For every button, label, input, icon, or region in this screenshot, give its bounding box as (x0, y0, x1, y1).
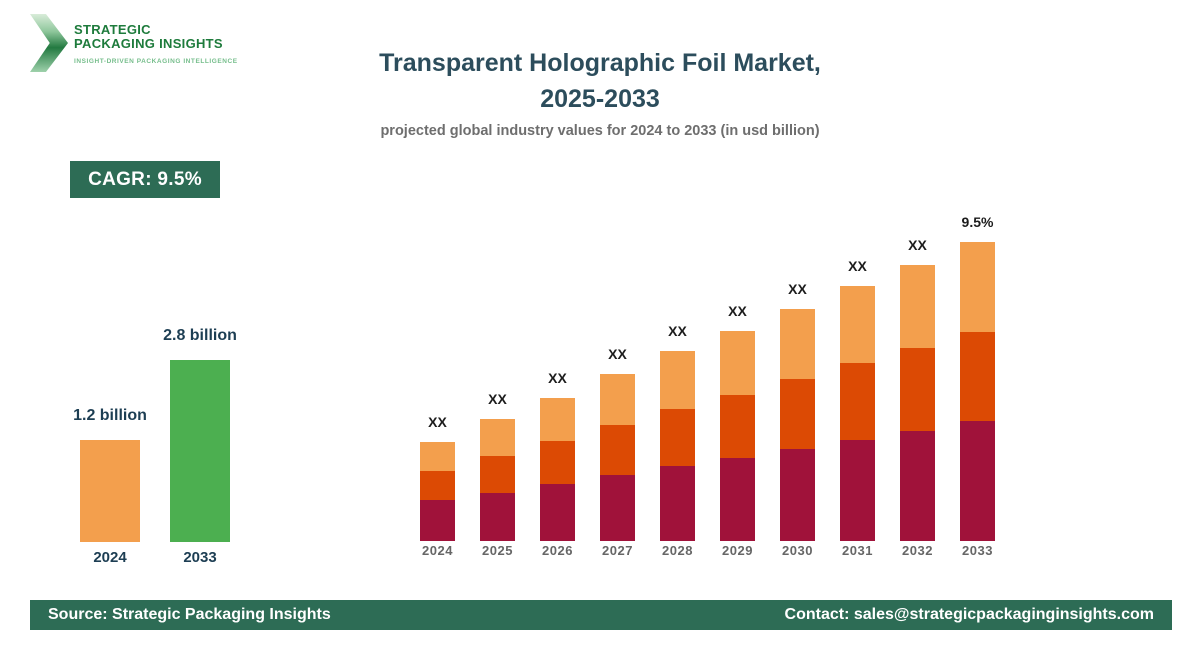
logo: STRATEGIC PACKAGING INSIGHTS INSIGHT-DRI… (30, 14, 238, 72)
x-tick-label: 2031 (842, 543, 873, 558)
bar-top-label: XX (728, 303, 747, 319)
stacked-bar-segment-top (780, 309, 815, 379)
x-tick-label: 2027 (602, 543, 633, 558)
mini-x-tick-label: 2033 (183, 549, 217, 566)
bar-top-label: XX (548, 370, 567, 386)
stacked-bar-segment-bottom (600, 475, 635, 541)
footer-bar: Source: Strategic Packaging Insights Con… (30, 600, 1172, 630)
stacked-bar-segment-top (420, 442, 455, 471)
bar-top-label: XX (668, 323, 687, 339)
bar-top-label: XX (848, 258, 867, 274)
logo-text: STRATEGIC PACKAGING INSIGHTS INSIGHT-DRI… (74, 14, 238, 72)
mini-bar-2024 (80, 440, 140, 542)
stacked-bar-segment-middle (720, 395, 755, 458)
stacked-bar-segment-bottom (480, 493, 515, 541)
mini-bar-value-label: 1.2 billion (73, 407, 147, 424)
stacked-bar-segment-top (480, 419, 515, 456)
stacked-bar-segment-bottom (540, 484, 575, 541)
title-block: Transparent Holographic Foil Market, 202… (0, 45, 1200, 139)
mini-x-tick-label: 2024 (93, 549, 127, 566)
stacked-bar-segment-top (720, 331, 755, 395)
mini-bar-value-label: 2.8 billion (163, 327, 237, 344)
stacked-bar-segment-top (540, 398, 575, 441)
stacked-bar-segment-bottom (840, 440, 875, 541)
stacked-bar-segment-bottom (420, 500, 455, 541)
stacked-bar-segment-bottom (780, 449, 815, 541)
stacked-bar-segment-middle (420, 471, 455, 500)
x-tick-label: 2029 (722, 543, 753, 558)
stacked-bar-segment-top (600, 374, 635, 425)
stacked-bar-segment-middle (600, 425, 635, 475)
stacked-bar-segment-middle (960, 332, 995, 421)
bar-top-label: XX (428, 414, 447, 430)
x-tick-label: 2025 (482, 543, 513, 558)
x-tick-label: 2026 (542, 543, 573, 558)
bar-top-label: 9.5% (961, 214, 994, 230)
bar-top-label: XX (788, 281, 807, 297)
logo-name-line1: STRATEGIC (74, 22, 151, 37)
cagr-badge: CAGR: 9.5% (70, 161, 220, 198)
contact-text: Contact: sales@strategicpackaginginsight… (784, 606, 1154, 623)
stacked-bar-segment-top (840, 286, 875, 363)
bar-top-label: XX (488, 391, 507, 407)
stacked-bar-segment-bottom (900, 431, 935, 541)
chart-title-line2: 2025-2033 (540, 85, 660, 113)
x-tick-label: 2030 (782, 543, 813, 558)
stacked-bar-segment-middle (660, 409, 695, 466)
stacked-bar-segment-middle (840, 363, 875, 440)
stacked-bar-segment-bottom (960, 421, 995, 541)
bar-top-label: XX (908, 237, 927, 253)
stacked-bar-segment-middle (540, 441, 575, 484)
logo-name-line2: PACKAGING INSIGHTS (74, 36, 223, 51)
stacked-bar-segment-top (660, 351, 695, 409)
stacked-bar-segment-middle (480, 456, 515, 493)
stacked-bar-segment-middle (780, 379, 815, 449)
chart-subtitle: projected global industry values for 202… (380, 123, 820, 139)
stacked-bar-segment-middle (900, 348, 935, 431)
x-tick-label: 2032 (902, 543, 933, 558)
stacked-bar-segment-top (960, 242, 995, 332)
bar-top-label: XX (608, 346, 627, 362)
x-tick-label: 2024 (422, 543, 453, 558)
logo-tagline: INSIGHT-DRIVEN PACKAGING INTELLIGENCE (74, 58, 238, 65)
mini-bar-2033 (170, 360, 230, 542)
source-text: Source: Strategic Packaging Insights (48, 606, 331, 623)
stacked-bar-segment-bottom (660, 466, 695, 541)
x-tick-label: 2028 (662, 543, 693, 558)
chart-title-line1: Transparent Holographic Foil Market, (379, 49, 821, 77)
x-tick-label: 2033 (962, 543, 993, 558)
stacked-bar-segment-bottom (720, 458, 755, 541)
stacked-bar-segment-top (900, 265, 935, 348)
